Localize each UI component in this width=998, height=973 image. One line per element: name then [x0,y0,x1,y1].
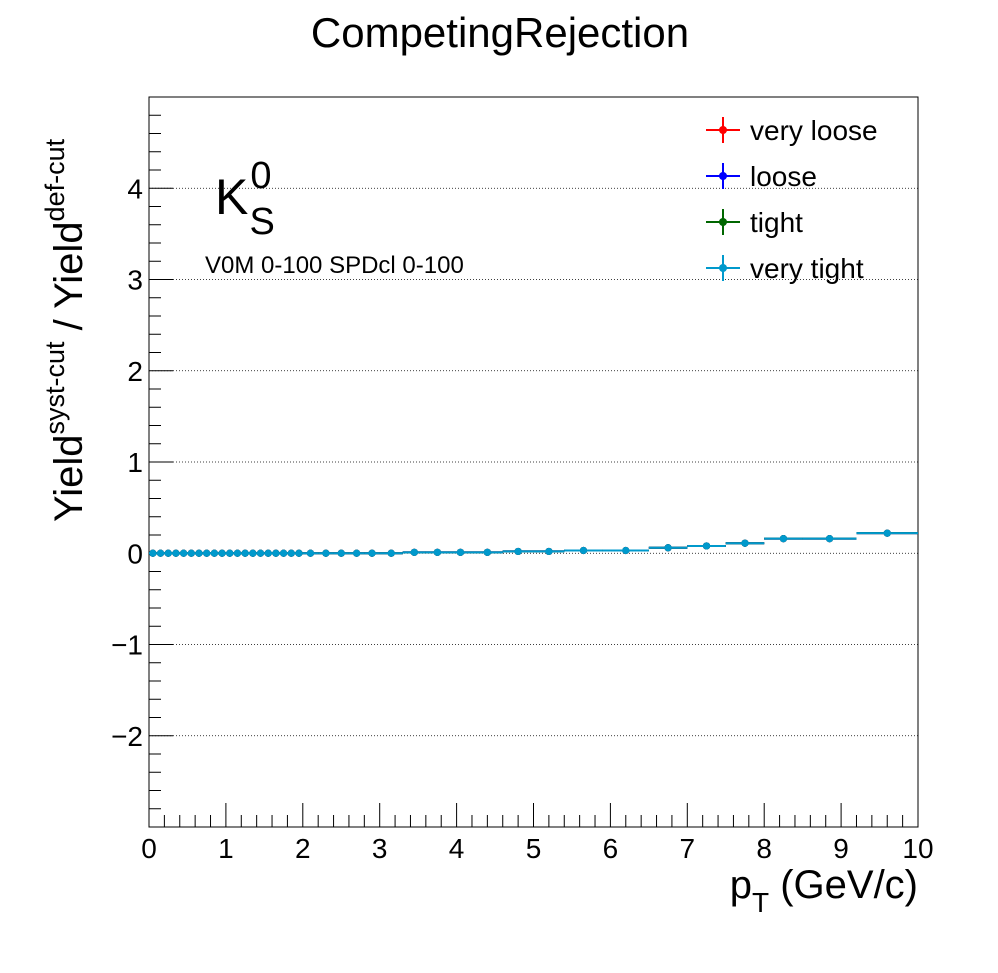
data-point [353,549,361,557]
data-point [883,529,891,537]
data-point [579,546,588,555]
x-tick-label: 10 [902,833,933,864]
data-point [218,549,226,557]
data-point [172,549,180,557]
data-point [195,549,203,557]
selection-annotation: V0M 0-100 SPDcl 0-100 [205,252,464,279]
data-point [433,548,441,556]
data-point [514,547,522,556]
data-point [210,549,218,557]
x-tick-label: 0 [141,833,157,864]
data-point [256,549,265,557]
data-point [483,548,491,556]
y-tick-label: 3 [127,265,143,296]
data-point [272,549,280,557]
particle-label: K0 S [215,155,275,243]
x-tick-label: 5 [526,833,542,864]
particle-subscript: S [250,201,275,243]
x-tick-labels: 0 1 2 3 4 5 6 7 8 9 10 [141,833,933,864]
y-tick-label: 2 [127,356,143,387]
x-tick-label: 4 [449,833,465,864]
chart-title: CompetingRejection [311,9,689,56]
y-tick-label: −1 [111,630,143,661]
data-point [741,539,749,547]
data-point [241,549,249,557]
data-point [779,535,788,543]
legend-label: loose [750,161,817,192]
data-point [295,549,303,557]
y-axis-label-sup1: syst-cut [40,341,70,435]
x-tick-label: 3 [372,833,388,864]
x-tick-label: 1 [218,833,234,864]
data-point [156,549,165,557]
data-point [187,549,195,557]
data-point [287,549,295,557]
data-point [545,547,553,556]
data-point [203,549,211,557]
y-tick-labels: −2 −1 0 1 2 3 4 [111,173,143,752]
x-axis-label-units: (GeV/c) [769,863,918,907]
data-point [149,549,157,557]
legend-marker [719,218,727,226]
data-point [233,549,242,557]
data-point [664,544,672,552]
y-tick-label: 4 [127,173,143,204]
data-point [410,548,418,556]
y-grid [149,187,918,737]
y-axis-label-sup2: def-cut [40,138,70,221]
legend-entry: loose [706,161,817,192]
legend-marker [719,172,727,180]
data-point [387,549,395,557]
data-point [226,549,234,557]
y-axis-label-mid: / Yield [47,221,91,341]
particle-superscript: 0 [250,155,271,197]
legend: very loose loose tight very tight [706,115,878,284]
legend-label: very tight [750,253,864,284]
y-tick-label: −2 [111,721,143,752]
data-series [149,529,918,557]
y-axis-label: Yieldsyst-cut / Yielddef-cut [40,138,91,522]
x-axis-label-subscript: T [752,887,769,918]
data-point [322,549,330,557]
x-tick-label: 8 [756,833,772,864]
legend-entry: very loose [706,115,878,146]
data-point [264,549,272,557]
axis-ticks [148,96,919,828]
y-tick-label: 0 [127,538,143,569]
data-point [180,549,188,557]
data-point [368,549,376,557]
legend-marker [719,126,727,134]
data-point [279,549,288,557]
legend-entry: tight [706,207,803,238]
x-tick-label: 7 [680,833,696,864]
data-point [337,549,345,557]
x-tick-label: 9 [833,833,849,864]
data-point [702,542,711,550]
data-point [622,546,630,555]
legend-label: tight [750,207,803,238]
legend-label: very loose [750,115,878,146]
x-tick-label: 2 [295,833,311,864]
x-tick-label: 6 [603,833,619,864]
x-axis-label: pT (GeV/c) [730,863,918,918]
data-point [456,548,465,556]
data-point [306,549,315,557]
legend-entry: very tight [706,253,864,284]
data-point [825,535,834,543]
legend-marker [719,264,727,272]
y-tick-label: 1 [127,447,143,478]
data-point [249,549,257,557]
series-very-tight [149,529,918,557]
data-point [164,549,172,557]
